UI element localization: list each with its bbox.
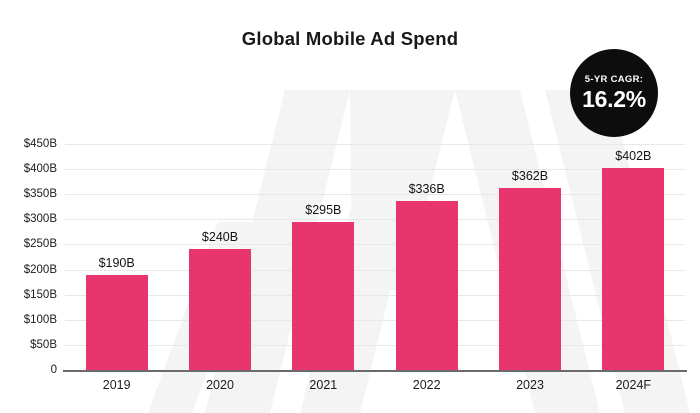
bar-group[interactable]: $295B <box>292 144 355 370</box>
x-axis-tick-label: 2024F <box>615 378 652 392</box>
y-axis-tick-label: $50B <box>30 338 57 351</box>
y-axis-tick-label: $150B <box>23 288 57 301</box>
bar-group[interactable]: $362B <box>499 144 561 370</box>
bar-group[interactable]: $402B <box>602 144 665 370</box>
x-axis-tick-label: 2021 <box>309 378 338 392</box>
y-axis-tick-label: $300B <box>23 213 57 226</box>
cagr-badge-label: 5-YR CAGR: <box>584 74 644 86</box>
bar-group[interactable]: $240B <box>189 144 251 370</box>
cagr-badge-value: 16.2% <box>582 85 646 112</box>
plot-area: $190B $240B $295B $336B $362B $402B <box>65 144 685 371</box>
bar-value-label: $402B <box>615 149 652 164</box>
bar[interactable] <box>189 249 251 370</box>
bar[interactable] <box>602 168 665 370</box>
gridline <box>65 169 685 171</box>
gridline <box>65 269 685 271</box>
x-axis-tick-label: 2019 <box>102 378 131 392</box>
y-axis-tick-label: $450B <box>23 138 57 150</box>
y-axis-tick-label: $250B <box>23 238 57 251</box>
bar[interactable] <box>499 188 561 370</box>
bar-group[interactable]: $336B <box>395 144 458 370</box>
bar-value-label: $190B <box>98 255 135 270</box>
y-axis-tick-label: $400B <box>23 163 57 176</box>
bar[interactable] <box>395 201 458 370</box>
bar-group[interactable]: $190B <box>85 144 148 370</box>
gridline <box>65 344 685 346</box>
bar[interactable] <box>85 274 148 370</box>
x-axis-baseline <box>63 370 687 372</box>
y-axis-tick-label: $350B <box>23 188 57 201</box>
x-axis-tick-label: 2020 <box>206 378 234 392</box>
gridline <box>65 294 685 296</box>
x-axis-tick-label: 2022 <box>412 378 441 392</box>
gridline <box>65 219 685 221</box>
y-axis: 0 $50B $100B $150B $200B $250B $300B $350B $400B… <box>0 0 57 413</box>
gridline <box>65 244 685 246</box>
cagr-badge: 5-YR CAGR: 16.2% <box>570 49 658 137</box>
bar-value-label: $295B <box>305 202 342 217</box>
y-axis-tick-label: $200B <box>23 263 57 276</box>
bar[interactable] <box>292 221 355 370</box>
bar-value-label: $362B <box>511 169 549 184</box>
y-axis-tick-label: 0 <box>50 364 57 376</box>
x-axis-tick-label: 2023 <box>516 378 544 392</box>
bar-value-label: $240B <box>201 230 239 245</box>
bar-value-label: $336B <box>408 182 445 197</box>
gridline <box>65 319 685 321</box>
y-axis-tick-label: $100B <box>23 313 57 326</box>
gridline <box>65 144 685 145</box>
page-title: Global Mobile Ad Spend <box>241 28 459 49</box>
